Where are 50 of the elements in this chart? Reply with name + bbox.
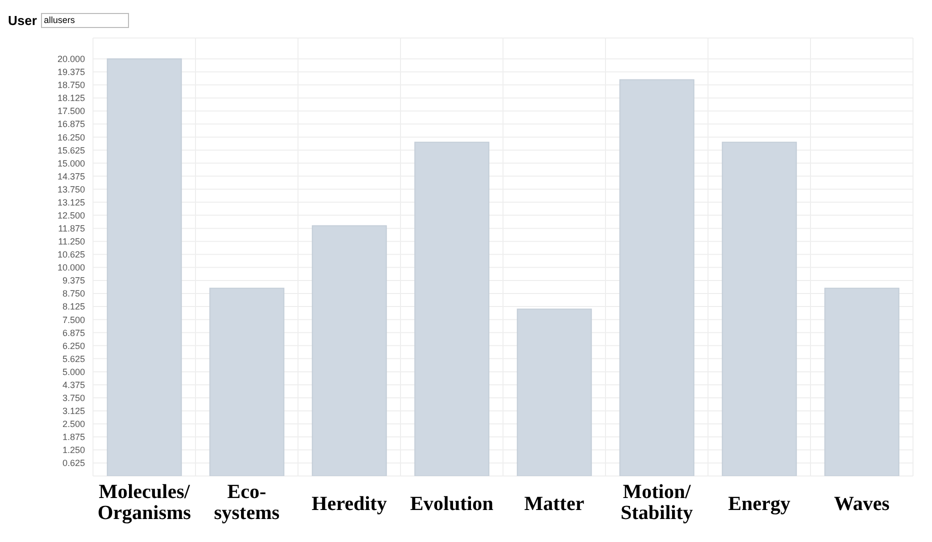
y-tick-label: 6.875 [62, 328, 85, 338]
bar [312, 225, 387, 476]
y-tick-label: 1.875 [62, 432, 85, 442]
y-tick-label: 7.500 [62, 314, 85, 325]
x-tick-label: Matter [524, 493, 584, 515]
bar [209, 288, 284, 476]
y-tick-label: 16.250 [57, 132, 85, 142]
y-tick-label: 2.500 [62, 419, 85, 430]
y-tick-label: 18.125 [57, 93, 85, 104]
y-tick-label: 19.375 [57, 67, 85, 78]
x-tick-label: Molecules/Organisms [98, 481, 192, 524]
y-tick-label: 8.125 [62, 302, 85, 312]
y-tick-label: 4.375 [62, 380, 85, 390]
x-tick-label: Eco-systems [214, 481, 280, 524]
y-tick-label: 13.125 [57, 197, 85, 208]
y-tick-label: 12.500 [57, 210, 85, 220]
bar [414, 142, 490, 476]
y-tick-label: 20.000 [57, 54, 85, 64]
y-tick-label: 15.000 [57, 158, 85, 168]
y-tick-label: 9.375 [62, 276, 85, 286]
chart-title: User [8, 12, 37, 28]
y-tick-label: 16.875 [57, 119, 85, 130]
bar [722, 142, 797, 476]
y-tick-label: 17.500 [57, 106, 85, 116]
y-tick-label: 8.750 [62, 288, 85, 299]
y-tick-label: 10.000 [57, 262, 85, 273]
y-tick-label: 13.750 [57, 184, 85, 194]
bar [619, 79, 694, 476]
bar [106, 58, 182, 476]
y-tick-label: 14.375 [57, 171, 85, 182]
x-tick-label: Energy [728, 493, 790, 515]
x-tick-label: Evolution [410, 493, 494, 515]
y-tick-label: 15.625 [57, 145, 85, 156]
text-field: allusers [40, 12, 129, 28]
y-tick-label: 6.250 [62, 340, 85, 351]
y-tick-label: 5.000 [62, 366, 85, 377]
y-tick-label: 5.625 [62, 354, 85, 364]
y-tick-label: 0.625 [62, 458, 85, 468]
x-tick-label: Motion/Stability [620, 481, 693, 524]
y-tick-label: 1.250 [62, 445, 85, 456]
x-tick-label: Heredity [312, 493, 387, 515]
bar [516, 308, 592, 476]
y-tick-label: 11.250 [58, 236, 85, 247]
y-tick-label: 3.125 [62, 406, 85, 416]
y-tick-label: 18.750 [57, 80, 85, 90]
x-tick-label: Waves [834, 493, 890, 515]
y-tick-label: 11.875 [58, 224, 85, 234]
bar [824, 288, 900, 476]
y-tick-label: 3.750 [62, 392, 85, 403]
y-tick-label: 10.625 [57, 250, 85, 260]
